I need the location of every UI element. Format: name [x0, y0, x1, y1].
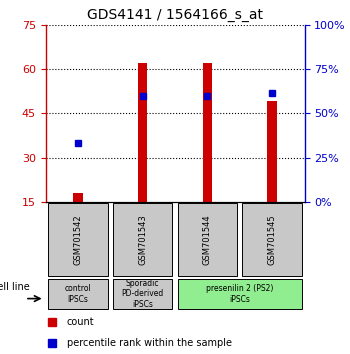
- Text: control
IPSCs: control IPSCs: [64, 284, 91, 303]
- Text: GSM701543: GSM701543: [138, 215, 147, 265]
- Bar: [113, 279, 173, 309]
- Bar: [177, 279, 302, 309]
- Text: Sporadic
PD-derived
iPSCs: Sporadic PD-derived iPSCs: [121, 279, 164, 309]
- Bar: [203, 63, 212, 202]
- Text: GSM701542: GSM701542: [74, 215, 82, 265]
- Bar: [48, 279, 108, 309]
- Bar: [73, 193, 83, 202]
- Bar: [138, 63, 147, 202]
- Bar: [113, 203, 173, 276]
- Text: cell line: cell line: [0, 282, 30, 292]
- Bar: [267, 102, 277, 202]
- Title: GDS4141 / 1564166_s_at: GDS4141 / 1564166_s_at: [87, 8, 263, 22]
- Text: presenilin 2 (PS2)
iPSCs: presenilin 2 (PS2) iPSCs: [206, 284, 273, 303]
- Text: GSM701545: GSM701545: [268, 215, 276, 265]
- Bar: [48, 203, 108, 276]
- Bar: [242, 203, 302, 276]
- Text: count: count: [67, 317, 94, 327]
- Text: GSM701544: GSM701544: [203, 215, 212, 265]
- Text: percentile rank within the sample: percentile rank within the sample: [67, 338, 232, 348]
- Bar: [177, 203, 237, 276]
